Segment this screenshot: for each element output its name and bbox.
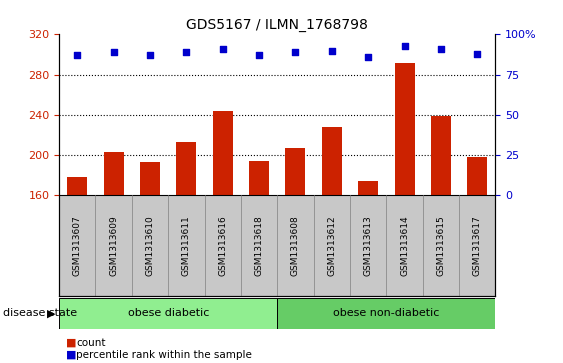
Bar [249, 161, 269, 195]
Point [254, 53, 263, 58]
Text: GSM1313616: GSM1313616 [218, 215, 227, 276]
Point [364, 54, 373, 60]
Text: ■: ■ [66, 338, 77, 348]
Text: obese diabetic: obese diabetic [127, 308, 209, 318]
Bar [278, 298, 495, 329]
Text: disease state: disease state [3, 308, 77, 318]
Point [218, 46, 227, 52]
Point [400, 43, 409, 49]
Text: GSM1313608: GSM1313608 [291, 215, 300, 276]
Title: GDS5167 / ILMN_1768798: GDS5167 / ILMN_1768798 [186, 18, 368, 32]
Bar [59, 195, 495, 296]
Text: GSM1313618: GSM1313618 [254, 215, 263, 276]
Text: count: count [76, 338, 105, 348]
Bar [104, 152, 124, 195]
Text: GSM1313612: GSM1313612 [327, 215, 336, 276]
Text: GSM1313615: GSM1313615 [436, 215, 445, 276]
Bar [176, 142, 196, 195]
Bar [140, 162, 160, 195]
Bar [322, 127, 342, 195]
Text: GSM1313614: GSM1313614 [400, 215, 409, 276]
Text: GSM1313613: GSM1313613 [364, 215, 373, 276]
Text: GSM1313607: GSM1313607 [73, 215, 82, 276]
Bar [395, 63, 414, 195]
Point [473, 51, 482, 57]
Bar [431, 116, 451, 195]
Text: ▶: ▶ [47, 308, 55, 318]
Point [73, 53, 82, 58]
Bar [285, 148, 306, 195]
Bar [68, 177, 87, 195]
Text: GSM1313609: GSM1313609 [109, 215, 118, 276]
Text: GSM1313617: GSM1313617 [473, 215, 482, 276]
Point [145, 53, 154, 58]
Point [182, 49, 191, 55]
Text: percentile rank within the sample: percentile rank within the sample [76, 350, 252, 360]
Point [327, 48, 336, 53]
Point [109, 49, 118, 55]
Bar [467, 157, 487, 195]
Text: ■: ■ [66, 350, 77, 360]
Point [436, 46, 445, 52]
Text: GSM1313611: GSM1313611 [182, 215, 191, 276]
Point [291, 49, 300, 55]
Bar [358, 181, 378, 195]
Bar [59, 298, 277, 329]
Text: obese non-diabetic: obese non-diabetic [333, 308, 440, 318]
Bar [213, 111, 233, 195]
Text: GSM1313610: GSM1313610 [145, 215, 154, 276]
